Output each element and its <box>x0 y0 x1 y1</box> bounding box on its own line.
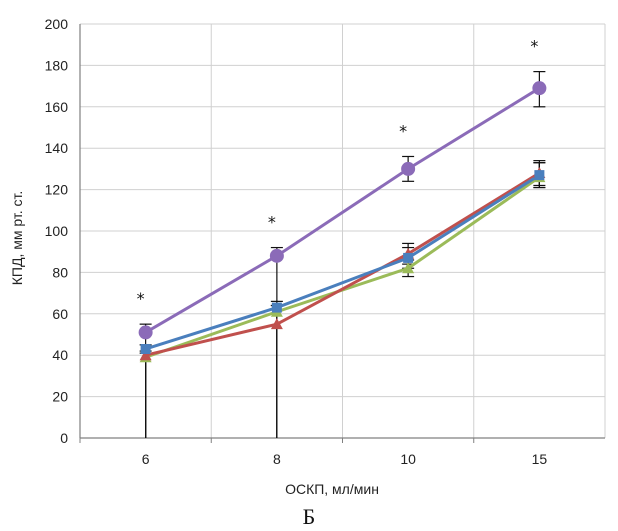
y-tick-200: 200 <box>45 16 69 32</box>
series-marker-s0-1 <box>269 248 284 263</box>
x-tick-8: 8 <box>273 451 281 467</box>
y-tick-20: 20 <box>52 389 68 405</box>
axes <box>79 24 605 443</box>
x-tick-15: 15 <box>532 451 548 467</box>
y-tick-100: 100 <box>45 223 69 239</box>
series-marker-s0-0 <box>138 325 153 340</box>
y-tick-0: 0 <box>60 430 68 446</box>
series-marker-s2-1 <box>270 318 283 330</box>
series-marker-s1-1 <box>271 302 282 313</box>
x-tick-10: 10 <box>400 451 416 467</box>
significance-marker-6: * <box>137 289 145 308</box>
series-lines <box>144 86 541 359</box>
series-marker-s3-2 <box>402 262 415 274</box>
series-marker-s1-0 <box>140 343 151 354</box>
x-tick-6: 6 <box>142 451 150 467</box>
series-marker-s1-2 <box>403 252 414 263</box>
y-tick-40: 40 <box>52 347 68 363</box>
y-tick-labels: 0 20 40 60 80 100 120 140 160 180 200 <box>45 16 69 446</box>
series-line-0 <box>144 86 541 334</box>
y-tick-180: 180 <box>45 57 69 73</box>
y-tick-160: 160 <box>45 99 69 115</box>
significance-markers: * * * * <box>137 37 539 309</box>
y-tick-60: 60 <box>52 306 68 322</box>
series-marker-s1-3 <box>534 170 545 181</box>
series-marker-s2-0 <box>139 349 152 361</box>
x-tick-labels: 6 8 10 15 <box>142 451 548 467</box>
series-marker-s0-3 <box>532 81 547 96</box>
y-tick-80: 80 <box>52 264 68 280</box>
figure-caption: Б <box>303 504 316 529</box>
significance-marker-8: * <box>268 213 276 232</box>
gridlines <box>79 23 606 438</box>
series-markers <box>138 81 547 363</box>
error-bars <box>139 71 546 438</box>
series-line-2 <box>145 171 541 357</box>
series-line-1 <box>145 173 541 351</box>
y-tick-120: 120 <box>45 182 69 198</box>
series-marker-s0-2 <box>401 161 416 176</box>
y-axis-title: КПД, мм рт. ст. <box>9 191 25 286</box>
y-tick-140: 140 <box>45 140 69 156</box>
significance-marker-10: * <box>399 121 407 140</box>
x-axis-title: ОСКП, мл/мин <box>285 481 379 497</box>
significance-marker-15: * <box>530 37 538 56</box>
